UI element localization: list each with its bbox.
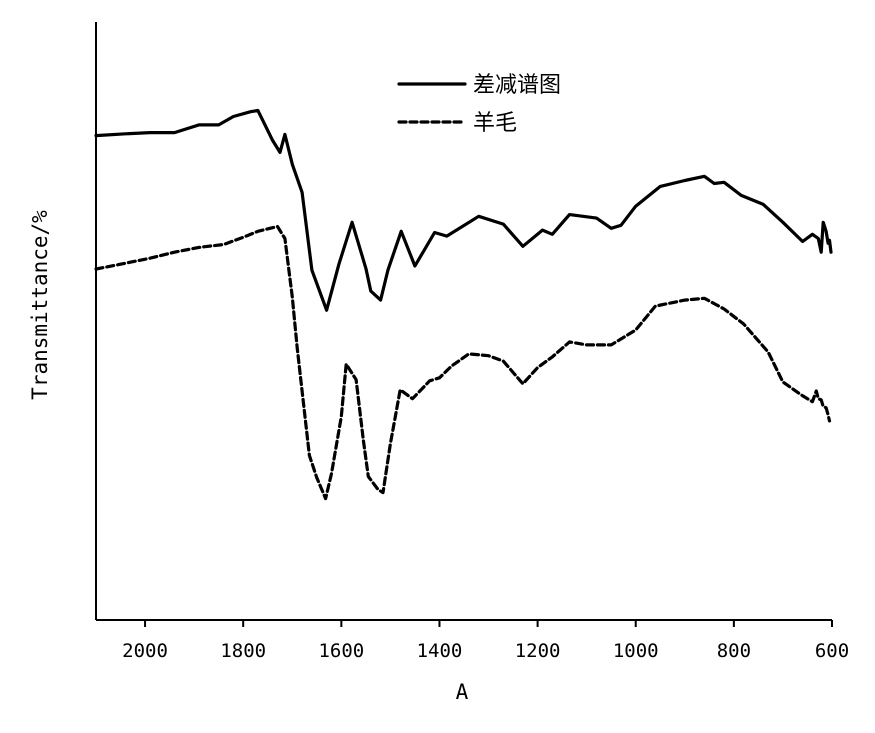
- x-tick-label-1600: 1600: [318, 640, 364, 662]
- x-tick-label-800: 800: [717, 640, 751, 662]
- x-tick-label-600: 600: [815, 640, 849, 662]
- x-tick-label-1200: 1200: [515, 640, 561, 662]
- x-tick-label-1000: 1000: [613, 640, 659, 662]
- series-line-1: [94, 224, 832, 501]
- axes: [95, 22, 832, 621]
- x-tick-label-1800: 1800: [220, 640, 266, 662]
- x-tick-label-2000: 2000: [122, 640, 168, 662]
- series-layer: [94, 108, 833, 501]
- y-axis-title: Transmittance/%: [28, 210, 52, 400]
- series-line-0: [94, 108, 833, 312]
- x-axis-title: A: [456, 680, 469, 704]
- legend-label-1: 羊毛: [473, 111, 517, 136]
- x-ticks: 2000 1800 1600 1400 1200 1000 800 600: [122, 620, 849, 662]
- legend-label-0: 差减谱图: [473, 73, 561, 98]
- x-tick-label-1400: 1400: [417, 640, 463, 662]
